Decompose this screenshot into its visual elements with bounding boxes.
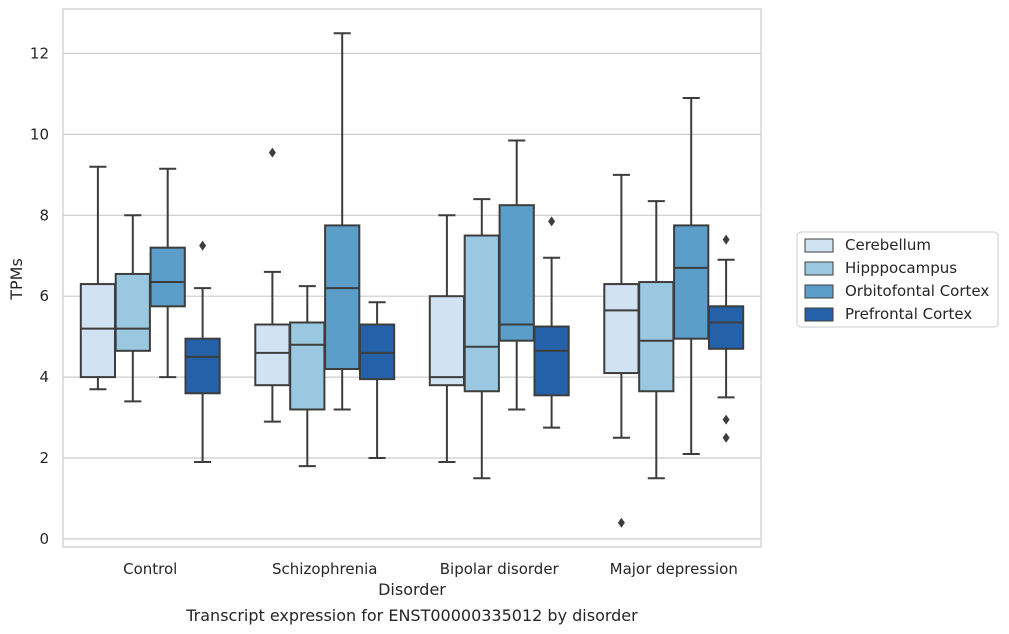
outlier-point (722, 234, 730, 245)
box-body (184, 337, 221, 395)
x-axis-label: Disorder (378, 580, 446, 599)
legend-label: Prefrontal Cortex (845, 305, 972, 323)
legend: Cerebellum Hipppocampus Orbitofontal Corte… (796, 231, 999, 328)
box-hipppocampus-0 (114, 214, 151, 403)
box-body (673, 224, 710, 340)
plot-frame (62, 8, 762, 548)
figure-caption: Transcript expression for ENST0000033501… (186, 606, 638, 625)
outlier-point (722, 414, 730, 425)
box-orbitofontal-cortex-1 (324, 32, 361, 411)
box-body (707, 305, 745, 350)
outlier-point (722, 432, 730, 443)
x-tick-label: Control (123, 560, 177, 578)
x-tick-label: Schizophrenia (272, 560, 377, 578)
box-body (324, 224, 361, 371)
legend-label: Orbitofontal Cortex (845, 282, 989, 300)
outlier-point (199, 240, 207, 251)
legend-swatch (804, 238, 834, 253)
box-cerebellum-3 (603, 173, 640, 528)
box-prefrontal-cortex-1 (358, 301, 396, 460)
box-body (463, 234, 500, 393)
box-orbitofontal-cortex-0 (149, 167, 186, 379)
outlier-point (268, 147, 276, 158)
box-plot-marks (79, 32, 745, 528)
box-prefrontal-cortex-2 (533, 216, 570, 429)
box-body (533, 325, 570, 397)
box-orbitofontal-cortex-2 (498, 139, 535, 411)
box-body (254, 323, 291, 387)
y-tick-label: 6 (39, 287, 49, 305)
box-body (289, 321, 326, 411)
box-cerebellum-1 (254, 147, 291, 423)
box-prefrontal-cortex-0 (184, 240, 221, 464)
legend-swatch (804, 307, 834, 322)
box-cerebellum-0 (79, 165, 117, 391)
box-hipppocampus-2 (463, 198, 500, 480)
box-hipppocampus-1 (289, 285, 326, 468)
box-body (358, 323, 396, 381)
y-tick-label: 2 (39, 449, 49, 467)
x-tick-labels: Control Schizophrenia Bipolar disorder Majo… (123, 560, 738, 578)
y-tick-label: 12 (30, 44, 49, 62)
x-tick-label: Major depression (610, 560, 738, 578)
box-body (149, 246, 186, 308)
box-body (428, 295, 466, 387)
box-body (603, 283, 640, 375)
outlier-point (617, 517, 625, 528)
box-cerebellum-2 (428, 214, 466, 464)
legend-frame (796, 231, 999, 328)
legend-label: Hipppocampus (845, 259, 957, 277)
box-prefrontal-cortex-3 (707, 234, 745, 443)
y-tick-labels: 0 2 4 6 8 10 12 (30, 44, 49, 547)
y-tick-label: 0 (39, 530, 49, 548)
outlier-point (548, 216, 556, 227)
box-hipppocampus-3 (638, 200, 675, 480)
y-tick-label: 4 (39, 368, 49, 386)
box-body (114, 272, 151, 352)
legend-swatch (804, 261, 834, 276)
y-tick-label: 8 (39, 206, 49, 224)
box-orbitofontal-cortex-3 (673, 96, 710, 455)
y-tick-label: 10 (30, 125, 49, 143)
box-body (638, 281, 675, 393)
legend-swatch (804, 284, 834, 299)
y-axis-label: TPMs (7, 258, 26, 301)
box-body (79, 283, 117, 379)
box-body (498, 204, 535, 342)
x-tick-label: Bipolar disorder (440, 560, 560, 578)
legend-label: Cerebellum (845, 236, 931, 254)
